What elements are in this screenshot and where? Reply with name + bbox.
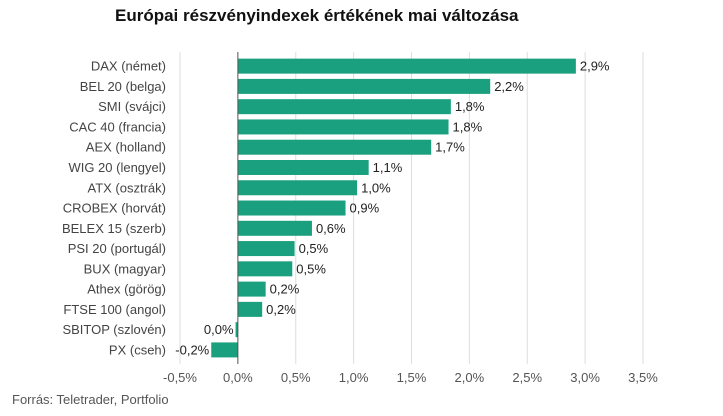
category-label: CROBEX (horvát): [63, 201, 166, 216]
category-label: PSI 20 (portugál): [68, 241, 166, 256]
bar: [237, 119, 449, 135]
source-note: Forrás: Teletrader, Portfolio: [12, 392, 169, 407]
value-label: 0,2%: [270, 282, 300, 297]
value-label: 0,5%: [299, 241, 329, 256]
x-tick-label: 1,5%: [397, 370, 427, 385]
bar: [237, 261, 293, 277]
value-label: 2,9%: [580, 59, 610, 74]
bar: [237, 58, 576, 74]
bar: [237, 78, 491, 94]
value-label: 1,7%: [435, 140, 465, 155]
x-tick-label: 0,0%: [223, 370, 253, 385]
x-tick-label: 2,5%: [512, 370, 542, 385]
bar: [237, 99, 451, 115]
bar: [237, 200, 346, 216]
category-label: SBITOP (szlovén): [62, 322, 166, 337]
category-label: Athex (görög): [87, 282, 166, 297]
value-label: 1,8%: [453, 119, 483, 134]
bar: [237, 139, 432, 155]
value-label: -0,2%: [175, 342, 209, 357]
value-label: 2,2%: [494, 79, 524, 94]
x-tick-label: 0,5%: [281, 370, 311, 385]
value-label: 0,2%: [266, 302, 296, 317]
value-label: 1,8%: [455, 99, 485, 114]
value-label: 0,9%: [350, 201, 380, 216]
category-label: AEX (holland): [86, 140, 166, 155]
category-label: BUX (magyar): [84, 261, 166, 276]
bar: [237, 301, 263, 317]
value-label: 1,1%: [373, 160, 403, 175]
bar: [237, 220, 312, 236]
category-label: BEL 20 (belga): [80, 79, 166, 94]
category-label: CAC 40 (francia): [69, 119, 166, 134]
bar: [237, 241, 295, 257]
category-label: ATX (osztrák): [88, 180, 167, 195]
bar: [211, 342, 238, 358]
value-label: 0,0%: [204, 322, 234, 337]
value-label: 1,0%: [361, 180, 391, 195]
x-tick-labels: -0,5% 0,0% 0,5% 1,0% 1,5% 2,0% 2,5% 3,0% 3,5%: [163, 370, 658, 385]
category-label: DAX (német): [91, 59, 166, 74]
category-label: SMI (svájci): [98, 99, 166, 114]
bar: [237, 281, 266, 297]
value-label: 0,5%: [296, 261, 326, 276]
category-label: FTSE 100 (angol): [63, 302, 166, 317]
x-tick-label: 1,0%: [339, 370, 369, 385]
bars: [211, 58, 576, 358]
x-tick-label: -0,5%: [163, 370, 197, 385]
category-labels: DAX (német) BEL 20 (belga) SMI (svájci) CAC…: [62, 59, 166, 358]
x-tick-label: 2,0%: [455, 370, 485, 385]
bar: [237, 159, 369, 175]
x-tick-label: 3,0%: [570, 370, 600, 385]
value-labels: 2,9% 2,2% 1,8% 1,8% 1,7% 1,1% 1,0% 0,9% 0,6% 0,5%…: [175, 59, 610, 358]
category-label: WIG 20 (lengyel): [68, 160, 166, 175]
category-label: PX (cseh): [109, 342, 166, 357]
value-label: 0,6%: [316, 221, 346, 236]
bar: [235, 322, 238, 338]
bar: [237, 180, 358, 196]
category-label: BELEX 15 (szerb): [62, 221, 166, 236]
chart-title: Európai részvényindexek értékének mai vá…: [115, 6, 519, 25]
x-tick-label: 3,5%: [628, 370, 658, 385]
